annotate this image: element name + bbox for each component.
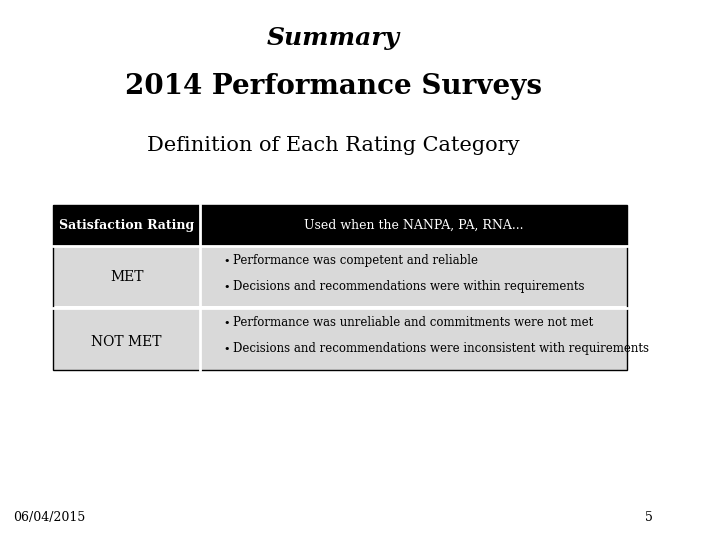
Text: •: • [223, 318, 230, 328]
Text: Performance was unreliable and commitments were not met: Performance was unreliable and commitmen… [233, 316, 593, 329]
FancyBboxPatch shape [53, 308, 200, 370]
Text: Summary: Summary [267, 26, 400, 50]
Text: Satisfaction Rating: Satisfaction Rating [59, 219, 194, 232]
Text: •: • [223, 282, 230, 292]
Text: Used when the NANPA, PA, RNA...: Used when the NANPA, PA, RNA... [304, 219, 523, 232]
Text: Decisions and recommendations were inconsistent with requirements: Decisions and recommendations were incon… [233, 342, 649, 355]
FancyBboxPatch shape [53, 246, 200, 308]
FancyBboxPatch shape [200, 205, 626, 246]
FancyBboxPatch shape [200, 246, 626, 308]
Text: 06/04/2015: 06/04/2015 [14, 511, 86, 524]
Text: Performance was competent and reliable: Performance was competent and reliable [233, 254, 478, 267]
FancyBboxPatch shape [53, 306, 626, 310]
FancyBboxPatch shape [53, 205, 200, 246]
Text: Definition of Each Rating Category: Definition of Each Rating Category [147, 136, 520, 156]
Text: •: • [223, 256, 230, 266]
Text: 5: 5 [646, 511, 653, 524]
Text: 2014 Performance Surveys: 2014 Performance Surveys [125, 73, 542, 100]
Text: NOT MET: NOT MET [91, 335, 162, 348]
Text: •: • [223, 344, 230, 354]
FancyBboxPatch shape [200, 308, 626, 370]
Text: Decisions and recommendations were within requirements: Decisions and recommendations were withi… [233, 280, 585, 293]
Text: MET: MET [110, 270, 143, 284]
